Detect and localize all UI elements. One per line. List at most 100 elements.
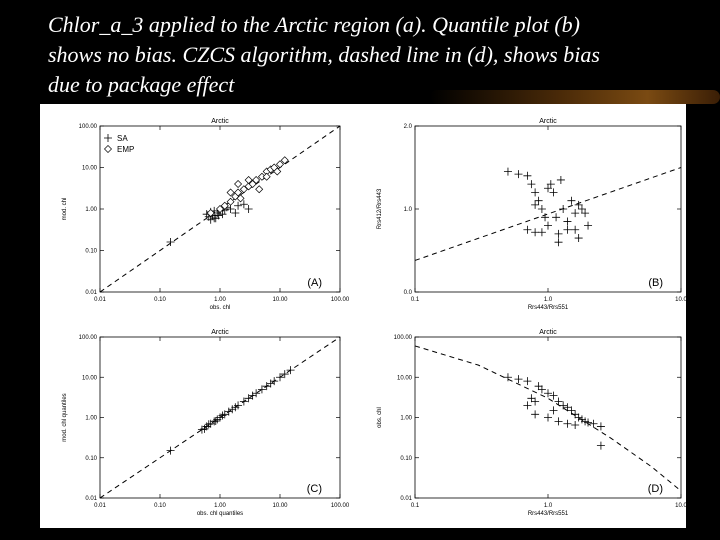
x-tick-label: 1.00 [214, 297, 226, 303]
x-tick-label: 1.0 [544, 503, 553, 509]
data-point-diamond [239, 185, 248, 194]
data-point-plus [571, 209, 580, 218]
data-point-diamond [276, 160, 284, 169]
y-axis-label-4: obs. chl [377, 407, 383, 428]
x-tick-label: 0.01 [94, 297, 106, 303]
data-point-plus [544, 221, 552, 230]
data-point-plus [503, 373, 512, 382]
y-tick-label: 0.0 [404, 290, 413, 296]
y-tick-label: 100.00 [79, 335, 98, 341]
data-point-plus [527, 180, 536, 189]
x-axis-label-4: Rrs443/Rrs551 [528, 511, 569, 517]
data-point-plus [574, 234, 583, 243]
legend-label: EMP [117, 145, 134, 154]
data-point-plus [567, 406, 576, 415]
x-tick-label: 100.00 [331, 297, 350, 303]
data-point-plus [214, 211, 223, 220]
data-point-plus [546, 180, 555, 189]
x-tick-label: 0.10 [154, 297, 166, 303]
dashed-reference-line-2 [414, 167, 682, 261]
data-point-plus [584, 221, 593, 230]
data-point-plus [226, 205, 235, 213]
y-tick-label: 0.01 [85, 290, 97, 296]
y-tick-label: 10.00 [397, 375, 413, 381]
data-point-plus [596, 441, 605, 450]
data-point-plus [234, 201, 243, 210]
x-tick-label: 10.0 [675, 503, 686, 509]
data-point-plus [204, 420, 213, 429]
data-point-plus [556, 175, 565, 184]
data-point-plus [596, 422, 605, 431]
y-tick-label: 10.00 [82, 166, 98, 172]
data-point-plus [574, 413, 583, 422]
data-point-plus [537, 385, 546, 394]
data-point-plus [239, 200, 248, 209]
data-point-plus [527, 394, 536, 403]
data-point-plus [563, 225, 572, 234]
data-point-plus [523, 377, 532, 386]
data-point-plus [210, 214, 219, 223]
data-point-plus [559, 401, 568, 410]
data-point-plus [514, 170, 523, 179]
x-tick-label: 10.0 [675, 297, 686, 303]
data-point-plus [523, 171, 532, 180]
data-point-diamond [234, 188, 243, 197]
x-axis-label-1: obs. chl [210, 305, 231, 311]
data-point-plus [541, 213, 550, 222]
x-tick-label: 10.00 [272, 503, 288, 509]
data-point-plus [571, 421, 580, 430]
data-point-plus [563, 403, 572, 412]
y-tick-label: 10.00 [82, 375, 98, 381]
data-point-plus [544, 389, 552, 398]
title-underline-accent [430, 90, 720, 104]
data-point-plus [544, 413, 552, 422]
data-point-plus [244, 205, 253, 213]
y-tick-label: 0.10 [85, 456, 97, 462]
x-tick-label: 1.00 [214, 503, 226, 509]
data-point-diamond [273, 167, 282, 176]
panel-label-2: (B) [648, 277, 663, 289]
data-point-plus [531, 228, 540, 237]
x-tick-label: 0.01 [94, 503, 106, 509]
y-tick-label: 2.0 [404, 124, 413, 130]
data-point-plus [523, 225, 532, 234]
data-point-diamond [234, 180, 243, 189]
data-point-plus [563, 419, 572, 428]
plot-frame-2 [414, 125, 682, 293]
data-point-plus [211, 416, 220, 425]
x-axis-label-2: Rrs443/Rrs551 [528, 305, 569, 311]
data-point-plus [234, 401, 243, 410]
data-point-plus [589, 419, 598, 428]
legend-marker-diamond [104, 145, 112, 153]
data-point-plus [531, 188, 540, 197]
y-tick-label: 1.00 [85, 416, 97, 422]
data-point-diamond [236, 194, 245, 203]
data-point-plus [554, 397, 563, 406]
data-point-plus [554, 238, 563, 247]
panel-label-4: (D) [648, 483, 663, 495]
data-point-plus [531, 200, 540, 209]
y-tick-label: 0.10 [85, 249, 97, 255]
x-axis-label-3: obs. chl quantiles [197, 511, 243, 517]
data-point-plus [549, 406, 558, 415]
data-point-diamond [216, 205, 224, 213]
x-tick-label: 0.1 [411, 297, 420, 303]
y-tick-label: 1.0 [404, 207, 413, 213]
y-tick-label: 100.00 [394, 335, 413, 341]
panel-label-1: (A) [307, 277, 322, 289]
data-point-plus [534, 382, 543, 391]
data-point-plus [552, 213, 561, 222]
data-point-plus [218, 210, 227, 219]
y-axis-label-1: mod. chl [62, 198, 68, 221]
data-point-plus [537, 205, 546, 213]
data-point-plus [544, 184, 552, 193]
data-point-plus [239, 397, 248, 406]
data-point-plus [166, 238, 175, 247]
x-tick-label: 1.0 [544, 297, 553, 303]
y-axis-label-2: Rrs412/Rrs443 [377, 188, 383, 229]
data-point-diamond [252, 175, 261, 184]
figure-panel: 0.01 0.10 1.00 10.00 100.00 0.01 0.10 1.00 10.00… [40, 104, 687, 528]
data-point-plus [206, 215, 215, 224]
plot-title-1: Arctic [211, 118, 229, 125]
data-point-plus [531, 397, 540, 406]
